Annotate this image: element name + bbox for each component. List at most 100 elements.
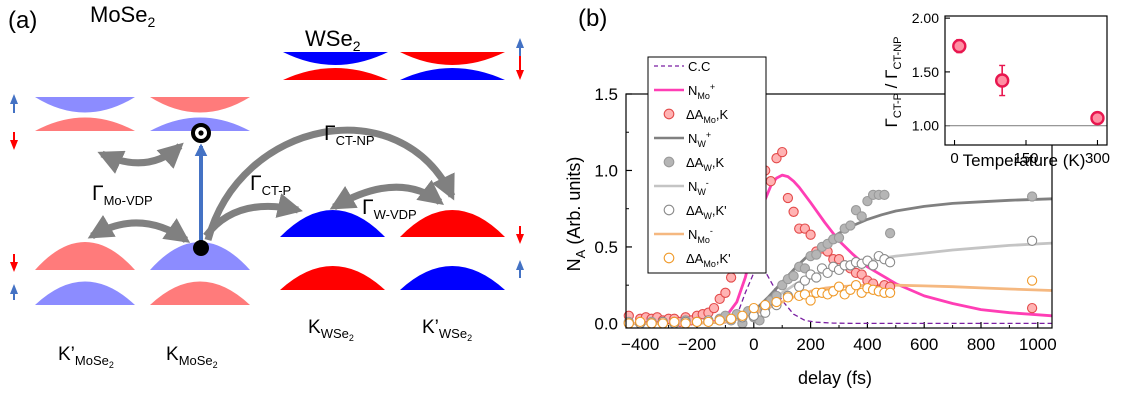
data-marker-series-3: [635, 316, 646, 328]
data-marker-series-1: [884, 228, 896, 239]
label-gamma-mo-vdp: ΓMo-VDP: [92, 182, 153, 208]
y-tick-label: 0.5: [594, 238, 618, 257]
inset-x-tick-label: 300: [1085, 150, 1110, 167]
data-marker-series-1: [845, 220, 856, 231]
y-tick-label: 0.0: [594, 314, 618, 333]
x-tick-label: −200: [678, 335, 716, 354]
inset-y-tick-label: 1.00: [912, 118, 939, 134]
mose2-k-valence-lower: [150, 281, 250, 305]
data-marker-series-3: [884, 287, 896, 298]
data-marker-series-3: [805, 295, 816, 306]
data-marker-series-3: [725, 313, 737, 324]
legend-label: ΔAMo,K: [686, 107, 728, 125]
mose2-k-conduction-upper: [150, 97, 250, 113]
w-vdp-arrow: [329, 179, 445, 211]
inset-data-points: [952, 38, 1105, 126]
wse2-kp-conduction-lower: [400, 68, 505, 80]
mose2-k-valence-upper: [150, 242, 250, 270]
x-tick-label: 1000: [1019, 335, 1057, 354]
mose2-kp-conduction-upper: [35, 97, 135, 113]
label-gamma-ct-np: ΓCT-NP: [324, 122, 375, 148]
data-marker-series-2: [1026, 235, 1038, 246]
data-marker-series-0: [805, 229, 816, 240]
data-marker-series-1: [862, 195, 873, 207]
data-marker-series-3: [782, 292, 794, 303]
inset-y-tick-label: 1.50: [912, 64, 939, 80]
inset-x-axis-label: Temperature (K): [963, 151, 1086, 170]
mose2-kp-conduction-lower: [35, 117, 135, 131]
curve-n-mo-: [625, 173, 1053, 325]
data-marker-series-3: [771, 296, 782, 308]
y-tick-label: 1.5: [594, 85, 618, 104]
x-tick-label: 200: [796, 335, 824, 354]
data-marker-series-3: [737, 310, 748, 321]
inset-data-point: [994, 73, 1010, 88]
legend-swatch-marker: [663, 108, 675, 120]
data-marker-series-2: [867, 260, 879, 271]
data-marker-series-0: [777, 146, 788, 158]
spin-up-arrow-icon: [10, 94, 18, 113]
legend-swatch-marker: [663, 156, 675, 168]
spin-down-arrow-icon: [10, 254, 18, 272]
x-tick-label: 400: [853, 335, 881, 354]
wse2-k-conduction-upper: [283, 52, 388, 65]
mose2-title: MoSe2: [90, 2, 155, 30]
data-marker-series-3: [748, 302, 759, 314]
legend-label: C.C: [688, 59, 710, 74]
mo-vdp-conduction-arrow: [97, 142, 184, 174]
data-marker-series-0: [788, 206, 799, 217]
inset-axis-ticks: 0 150 300 1.00 1.50 2.00: [912, 10, 1110, 167]
spin-down-arrow-icon: [516, 56, 524, 80]
main-axis-ticks: −400 −200 0 200 400 600 800 1000 0.0 0.5 1.0 1.5: [594, 85, 1056, 354]
data-marker-series-0: [708, 302, 720, 314]
data-marker-series-3: [703, 316, 714, 328]
label-k-mose2: KMoSe2: [166, 344, 218, 370]
data-marker-series-2: [884, 257, 896, 268]
inset-y-tick-label: 2.00: [912, 10, 939, 26]
data-marker-series-1: [833, 232, 845, 243]
ct-np-arrow: [204, 126, 456, 241]
mo-vdp-valence-arrow: [87, 214, 191, 243]
inset-data-point: [952, 38, 967, 54]
panel-a-label: (a): [8, 7, 37, 34]
panel-b-label: (b): [578, 5, 607, 32]
legend-swatch-marker: [663, 252, 675, 264]
wse2-title: WSe2: [305, 26, 361, 54]
label-kprime-wse2: K’WSe2: [422, 317, 472, 343]
legend-label: NMo+: [688, 82, 715, 101]
spin-up-arrow-icon: [10, 284, 18, 300]
data-marker-series-1: [811, 249, 822, 260]
main-x-axis-label: delay (fs): [798, 368, 872, 388]
data-marker-series-3: [680, 318, 691, 329]
x-tick-label: 0: [749, 335, 758, 354]
data-marker-series-3: [760, 299, 771, 311]
data-marker-series-2: [811, 272, 822, 283]
legend-label: ΔAW,K: [686, 155, 724, 173]
data-marker-series-3: [657, 318, 669, 329]
main-y-axis-label: NA (Arb. units): [564, 157, 588, 272]
mose2-kp-valence-upper: [35, 242, 135, 270]
wse2-kp-valence-upper: [400, 210, 505, 237]
data-marker-series-1: [1026, 191, 1038, 202]
data-marker-series-1: [788, 270, 799, 282]
x-tick-label: −400: [621, 335, 659, 354]
wse2-k-valence-upper: [280, 210, 385, 237]
wse2-kp-conduction-upper: [400, 52, 505, 65]
wse2-k-valence-lower: [280, 266, 385, 290]
legend-label: ΔAW,K': [686, 203, 727, 221]
inset-data-point: [1090, 110, 1105, 126]
legend-swatch-marker: [663, 204, 675, 216]
legend-entries: C.C NMo+ ΔAMo,K NW+ ΔAW,K NW- ΔAW,K' NMo- ΔAMo,K…: [654, 59, 731, 269]
y-tick-label: 1.0: [594, 161, 618, 180]
data-marker-series-3: [833, 281, 845, 292]
data-marker-series-0: [782, 192, 794, 204]
legend-label: ΔAMo,K': [686, 251, 731, 269]
legend-label: NW+: [688, 130, 711, 149]
data-marker-series-0: [765, 176, 776, 187]
spin-up-arrow-icon: [516, 260, 524, 278]
inset-ratio-chart: 0 150 300 1.00 1.50 2.00 Temperature (K) ΓCT-…: [882, 10, 1110, 170]
data-marker-series-0: [720, 287, 731, 298]
data-marker-series-0: [1026, 302, 1038, 314]
mose2-kp-valence-lower: [35, 281, 135, 305]
x-tick-label: 600: [910, 335, 938, 354]
